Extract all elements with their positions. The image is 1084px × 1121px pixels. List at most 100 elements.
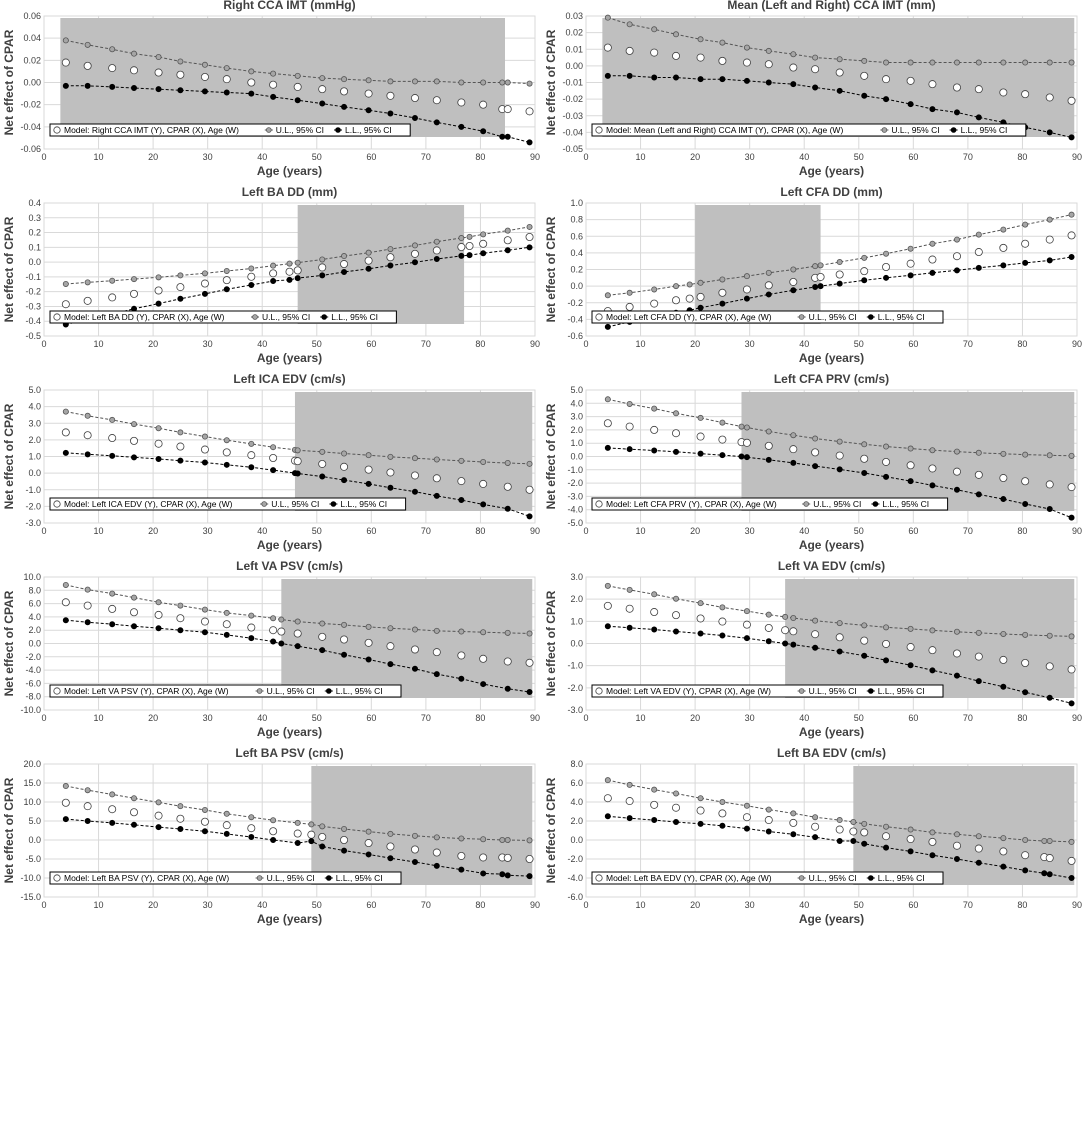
lower-limit-point	[294, 643, 301, 650]
lower-limit-point	[319, 843, 326, 850]
model-point	[882, 75, 891, 84]
model-point	[603, 419, 612, 428]
chart-svg: Left ICA EDV (cm/s) 0 10 20 30 40 50 60 70 80 90 -3…	[2, 372, 540, 552]
model-point	[974, 470, 983, 479]
chart-title: Left BA PSV (cm/s)	[235, 746, 343, 760]
x-tick-label: 20	[148, 526, 158, 536]
upper-limit-point	[861, 820, 868, 827]
lower-limit-point	[365, 480, 372, 487]
significance-region	[785, 579, 1075, 698]
model-point	[672, 803, 681, 812]
lower-limit-point	[387, 262, 394, 269]
lower-limit-point	[504, 685, 511, 692]
lower-limit-point	[278, 640, 285, 647]
upper-limit-point	[1068, 59, 1075, 66]
y-tick-label: -2.0	[25, 652, 41, 662]
x-tick-label: 70	[963, 713, 973, 723]
model-point	[1067, 483, 1076, 492]
upper-limit-point	[131, 421, 138, 428]
y-tick-label: 3.0	[570, 572, 583, 582]
upper-limit-point	[1068, 838, 1075, 845]
legend-box	[591, 497, 949, 511]
upper-limit-point	[929, 447, 936, 454]
upper-limit-point	[84, 787, 91, 794]
lower-limit-point	[790, 831, 797, 838]
upper-limit-point	[526, 223, 533, 230]
lower-limit-point	[817, 283, 824, 290]
lower-limit-point	[743, 77, 750, 84]
upper-limit-point	[319, 448, 326, 455]
upper-limit-point	[812, 54, 819, 61]
lower-limit-point	[248, 282, 255, 289]
upper-limit-point	[651, 405, 658, 412]
model-point	[1045, 662, 1054, 671]
upper-limit-point	[743, 273, 750, 280]
y-tick-label: 4.0	[28, 402, 41, 412]
model-point	[247, 451, 256, 460]
upper-limit-point	[458, 835, 465, 842]
upper-limit-point	[626, 781, 633, 788]
x-tick-label: 40	[799, 526, 809, 536]
lower-limit-point	[294, 275, 301, 282]
model-point	[83, 601, 92, 610]
lower-limit-point	[673, 448, 680, 455]
upper-limit-point	[177, 429, 184, 436]
lower-limit-point	[248, 90, 255, 97]
model-point	[603, 601, 612, 610]
legend-marker	[265, 127, 272, 133]
upper-limit-point	[155, 425, 162, 432]
model-point	[340, 836, 349, 845]
y-tick-label: -0.06	[20, 144, 41, 154]
upper-limit-point	[248, 265, 255, 272]
x-tick-label: 70	[421, 339, 431, 349]
model-point	[952, 83, 961, 92]
y-tick-label: 0.6	[570, 231, 583, 241]
model-point	[999, 88, 1008, 97]
x-tick-label: 70	[963, 526, 973, 536]
upper-limit-point	[62, 783, 69, 790]
model-point	[247, 78, 256, 87]
y-tick-label: 0.0	[28, 257, 41, 267]
legend-box	[591, 871, 944, 885]
lower-limit-point	[84, 82, 91, 89]
lower-limit-point	[480, 681, 487, 688]
upper-limit-point	[131, 795, 138, 802]
x-tick-label: 60	[908, 152, 918, 162]
upper-limit-point	[387, 246, 394, 253]
chart-panel: Mean (Left and Right) CCA IMT (mm) 0 10 20 3…	[542, 0, 1084, 185]
significance-region	[853, 766, 1075, 885]
upper-limit-point	[201, 606, 208, 613]
lower-limit-point	[387, 855, 394, 862]
lower-limit-point	[738, 453, 745, 460]
legend-label: Model: Left VA EDV (Y), CPAR (X), Age (W…	[606, 686, 771, 696]
lower-limit-point	[155, 625, 162, 632]
model-point	[999, 243, 1008, 252]
y-tick-label: 8.0	[28, 585, 41, 595]
chart-svg: Left VA PSV (cm/s) 0 10 20 30 40 50 60 70 80 90 -10…	[2, 559, 540, 739]
upper-limit-point	[765, 806, 772, 813]
model-point	[781, 626, 790, 635]
lower-limit-point	[433, 492, 440, 499]
upper-limit-point	[743, 424, 750, 431]
lower-limit-point	[975, 264, 982, 271]
y-tick-label: -2.0	[25, 501, 41, 511]
model-point	[61, 58, 70, 67]
y-tick-label: 0.0	[570, 639, 583, 649]
lower-limit-point	[626, 624, 633, 631]
chart-panel: Left CFA PRV (cm/s) 0 10 20 30 40 50 60 70 80 90 -5…	[542, 372, 1084, 559]
lower-limit-point	[719, 452, 726, 459]
y-tick-label: -2.0	[567, 854, 583, 864]
x-tick-label: 10	[636, 900, 646, 910]
model-point	[200, 445, 209, 454]
lower-limit-point	[836, 466, 843, 473]
lower-limit-point	[1022, 867, 1029, 874]
lower-limit-point	[743, 635, 750, 642]
x-tick-label: 80	[1017, 900, 1027, 910]
model-point	[318, 459, 327, 468]
lower-limit-point	[673, 818, 680, 825]
x-tick-label: 0	[583, 900, 588, 910]
lower-limit-point	[812, 834, 819, 841]
upper-limit-point	[458, 628, 465, 635]
x-axis-label: Age (years)	[257, 351, 322, 365]
upper-limit-point	[743, 608, 750, 615]
